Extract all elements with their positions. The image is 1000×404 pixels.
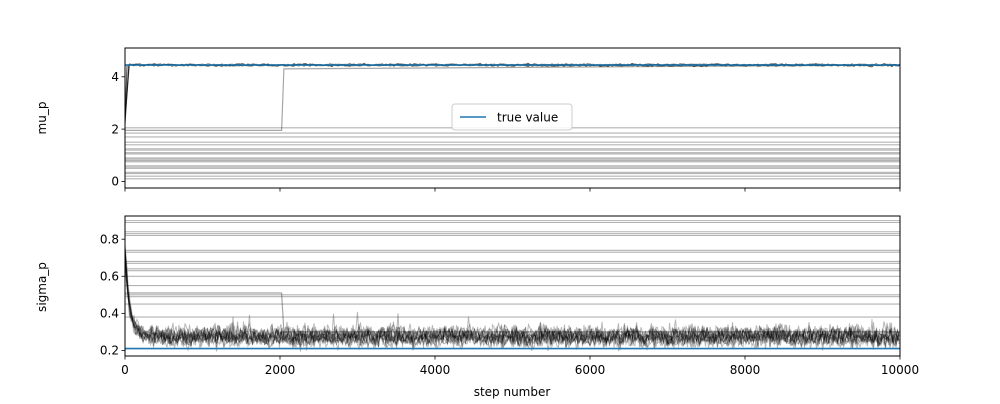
sigma-p-converged-walker-trace: [124, 249, 900, 351]
sigma-p-converged-walker-trace: [124, 248, 900, 352]
sigma-p-converged-walker-trace: [124, 247, 900, 352]
sigma-p-converged-walker-trace: [124, 245, 900, 351]
mu-p-y-axis-label: mu_p: [35, 102, 49, 135]
sigma-p-x-tick-label: 2000: [265, 363, 296, 377]
sigma-p-x-tick-label: 0: [121, 363, 129, 377]
sigma-p-y-axis-label: sigma_p: [35, 262, 49, 312]
legend-frame: [451, 103, 573, 131]
sigma-p-x-tick-label: 8000: [730, 363, 761, 377]
sigma-p-converged-walker-trace: [124, 251, 900, 352]
sigma-p-converged-walker-trace: [124, 253, 900, 352]
sigma-p-y-tick-label: 0.4: [100, 307, 119, 321]
mu-p-y-tick-label: 2: [111, 122, 119, 136]
sigma-p-x-tick-label: 4000: [420, 363, 451, 377]
sigma-p-axes-frame: [124, 215, 901, 357]
mu-p-late-walker-trace: [125, 64, 901, 131]
mu-p-trace-panel: 0 2 4 mu_p true value: [35, 47, 901, 192]
sigma-p-converged-walker-trace: [124, 250, 900, 350]
sigma-p-y-tick-label: 0.6: [100, 269, 119, 283]
sigma-p-converged-walker-trace: [124, 251, 900, 349]
sigma-p-trace-panel: 0.2 0.4 0.6 0.8 0 2000 4000 6000 8000 10000 sigma…: [35, 215, 919, 399]
mu-p-y-tick-label: 0: [111, 175, 119, 189]
sigma-p-converged-walker-trace: [124, 252, 900, 351]
sigma-p-y-tick-label: 0.8: [100, 232, 119, 246]
sigma-p-converged-walker-trace: [124, 245, 900, 351]
x-axis-label: step number: [474, 385, 551, 399]
mu-p-axes-frame: [124, 47, 901, 189]
legend-entry-true-value: true value: [497, 111, 558, 125]
sigma-p-x-tick-label: 6000: [575, 363, 606, 377]
mu-p-y-tick-label: 4: [111, 70, 119, 84]
sigma-p-converged-walker-trace: [124, 256, 900, 351]
sigma-p-late-walker-trace: [125, 292, 900, 333]
legend: true value: [451, 103, 573, 131]
sigma-p-y-tick-label: 0.2: [100, 344, 119, 358]
sigma-p-converged-walker-trace: [124, 253, 900, 351]
sigma-p-x-tick-label: 10000: [881, 363, 919, 377]
